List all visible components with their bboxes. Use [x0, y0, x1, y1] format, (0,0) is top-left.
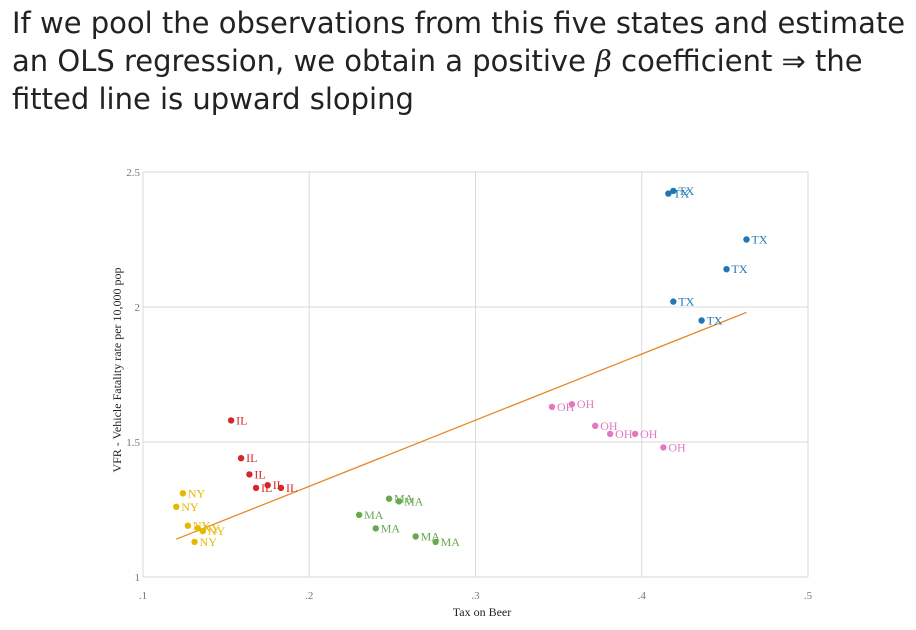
point-label-il: IL [236, 413, 247, 427]
point-il [264, 482, 271, 489]
point-label-il: IL [286, 481, 297, 495]
y-tick-label: 1 [135, 572, 141, 584]
point-label-oh: OH [600, 419, 618, 433]
point-label-ny: NY [188, 486, 206, 500]
point-ma [385, 495, 393, 502]
point-tx [743, 236, 750, 243]
point-label-tx: TX [732, 262, 748, 276]
gridlines [142, 171, 809, 578]
point-oh [660, 444, 667, 451]
point-tx [670, 187, 677, 195]
x-tick-label: .4 [638, 590, 647, 602]
point-label-tx: TX [678, 184, 694, 198]
point-label-ma: MA [381, 521, 401, 535]
x-tick-label: .2 [305, 590, 313, 602]
point-oh [568, 401, 576, 408]
data-points: TXTXTXTXTXTXOHOHOHOHOHOHILILILILILILNYNY… [173, 184, 768, 549]
tick-labels: .1 .2 .3 .4 .5 1 1.5 2 2.5 [126, 167, 812, 602]
point-label-oh: OH [615, 427, 633, 441]
y-axis-title: VFR - Vehicle Fatality rate per 10,000 p… [110, 267, 124, 472]
point-label-ny: NY [200, 535, 218, 549]
point-label-ma: MA [364, 508, 384, 522]
point-il [227, 417, 235, 424]
point-label-oh: OH [577, 397, 595, 411]
point-il [252, 484, 260, 492]
point-label-ma: MA [404, 494, 424, 508]
point-ma [395, 498, 403, 505]
point-ny [173, 503, 180, 510]
point-label-tx: TX [707, 314, 723, 328]
point-oh [631, 430, 639, 438]
point-ny [184, 522, 192, 529]
point-tx [670, 298, 677, 305]
slide-text-start: If we pool the observations from this fi… [12, 6, 906, 78]
point-ny [179, 490, 187, 497]
point-label-ny: NY [181, 500, 199, 514]
point-label-oh: OH [557, 400, 575, 414]
x-axis-title: Tax on Beer [453, 605, 511, 619]
x-tick-label: .1 [139, 590, 147, 602]
point-label-ma: MA [441, 535, 461, 549]
point-oh [606, 430, 614, 438]
slide-text: If we pool the observations from this fi… [12, 4, 912, 118]
point-ma [432, 538, 439, 546]
point-il [237, 455, 245, 462]
point-oh [548, 403, 556, 411]
y-tick-label: 2 [135, 302, 141, 314]
point-ma [355, 511, 363, 519]
point-label-ny: NY [203, 521, 221, 535]
point-label-oh: OH [640, 427, 658, 441]
point-label-tx: TX [751, 233, 767, 247]
x-tick-label: .5 [804, 590, 813, 602]
fitted-line-group [176, 311, 747, 540]
point-il [246, 471, 253, 478]
beta-symbol: β [595, 44, 612, 78]
point-ny [191, 538, 198, 546]
point-label-ny: NY [208, 524, 226, 538]
point-label-tx: TX [673, 187, 689, 201]
point-ny [194, 525, 202, 532]
point-tx [665, 190, 672, 197]
point-label-il: IL [254, 467, 265, 481]
y-tick-label: 1.5 [126, 437, 140, 449]
point-oh [592, 422, 599, 429]
point-tx [723, 266, 730, 273]
point-il [277, 484, 285, 492]
point-label-oh: OH [668, 440, 686, 454]
slide-text-end: coefficient ⇒ the fitted line is upward … [12, 44, 863, 116]
point-label-tx: TX [678, 295, 694, 309]
point-tx [698, 317, 705, 324]
point-label-il: IL [273, 478, 284, 492]
y-tick-label: 2.5 [126, 167, 140, 179]
point-ma [412, 533, 419, 540]
x-tick-label: .3 [471, 590, 480, 602]
point-label-il: IL [246, 451, 257, 465]
point-ny [199, 527, 207, 535]
fitted-line [176, 311, 747, 540]
point-ma [372, 525, 379, 532]
